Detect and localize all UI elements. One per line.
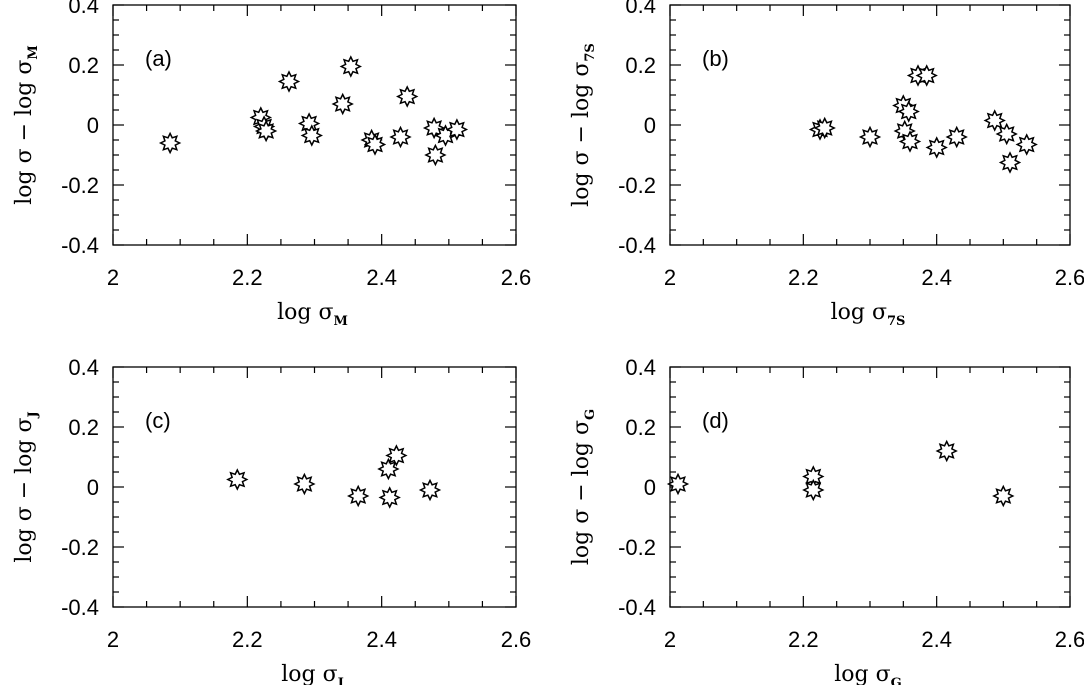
- data-point-star: [897, 100, 920, 123]
- data-point-star: [915, 64, 938, 87]
- y-tick-label: -0.4: [61, 595, 99, 620]
- data-point-star: [802, 478, 825, 502]
- data-point-star: [293, 472, 316, 496]
- panel-d: 2 2.2 2.4 2.6 -0.4 -0.2 0 0.2 0.4 (d) log σG log σ …: [569, 355, 1084, 685]
- y-axis-label: log σ − log σJ: [12, 411, 41, 562]
- y-tick-label: 0.4: [625, 0, 656, 18]
- x-tick-label: 2: [107, 627, 119, 652]
- data-point-star: [385, 444, 408, 467]
- y-tick-label: 0.2: [68, 53, 99, 78]
- data-point-star: [226, 468, 249, 491]
- x-axis-label: log σ7S: [831, 300, 906, 329]
- y-axis-label: log σ − log σ7S: [569, 43, 598, 207]
- data-point-star: [858, 125, 882, 149]
- data-point-star: [445, 118, 469, 141]
- plot-frame: [669, 4, 1071, 246]
- data-point-star: [424, 143, 447, 167]
- y-tick-label: -0.4: [61, 233, 99, 258]
- panel-label: (d): [702, 408, 729, 433]
- data-point-star: [983, 109, 1006, 132]
- x-tick-label: 2.4: [366, 627, 397, 652]
- data-point-star: [666, 472, 690, 496]
- data-point-star: [378, 486, 401, 509]
- data-point-star: [396, 85, 419, 108]
- data-point-star: [377, 457, 400, 481]
- y-tick-label: -0.2: [61, 173, 99, 198]
- data-point-star: [363, 133, 387, 156]
- y-tick-label: 0.4: [68, 355, 99, 380]
- data-point-star: [995, 122, 1018, 146]
- data-point-star: [389, 125, 412, 149]
- plot-frame: [112, 366, 517, 608]
- data-point-star: [925, 136, 948, 159]
- x-tick-label: 2: [664, 265, 676, 290]
- panel-label: (c): [145, 408, 171, 433]
- x-tick-label: 2.2: [788, 627, 819, 652]
- y-tick-label: -0.2: [618, 535, 656, 560]
- data-point-star: [331, 92, 354, 116]
- x-tick-label: 2.6: [1055, 265, 1084, 290]
- data-point-star: [339, 55, 362, 78]
- data-point-star: [158, 131, 182, 155]
- y-tick-label: 0.4: [625, 355, 656, 380]
- data-point-star: [992, 484, 1015, 508]
- data-point-star: [813, 116, 836, 140]
- y-tick-label: 0: [644, 475, 656, 500]
- data-point-star: [1015, 133, 1038, 156]
- plot-frame: [669, 366, 1071, 608]
- y-tick-label: -0.4: [618, 595, 656, 620]
- data-point-star: [254, 119, 278, 143]
- y-tick-label: 0: [87, 475, 99, 500]
- y-axis-label: log σ − log σG: [569, 409, 598, 565]
- x-tick-label: 2.2: [232, 265, 263, 290]
- panel-a: 2 2.2 2.4 2.6 -0.4 -0.2 0 0.2 0.4 (a) log σM log σ …: [12, 0, 531, 329]
- y-tick-label: -0.2: [618, 173, 656, 198]
- y-axis-label: log σ − log σM: [12, 45, 41, 205]
- x-tick-label: 2.2: [232, 627, 263, 652]
- y-tick-label: 0.2: [68, 415, 99, 440]
- y-tick-label: 0: [644, 113, 656, 138]
- panel-b: 2 2.2 2.4 2.6 -0.4 -0.2 0 0.2 0.4 (b) log σ7S log σ…: [569, 0, 1084, 329]
- data-point-star: [277, 70, 301, 93]
- y-tick-label: 0: [87, 113, 99, 138]
- data-point-star: [347, 484, 370, 508]
- panel-c: 2 2.2 2.4 2.6 -0.4 -0.2 0 0.2 0.4 (c) log σJ log σ …: [12, 355, 531, 685]
- x-axis-label: log σM: [277, 300, 348, 329]
- x-tick-label: 2.2: [788, 265, 819, 290]
- x-axis-label: log σG: [834, 662, 901, 685]
- x-axis-label: log σJ: [281, 662, 344, 685]
- data-point-star: [935, 439, 958, 463]
- y-tick-label: 0.4: [68, 0, 99, 18]
- x-tick-label: 2.4: [921, 627, 952, 652]
- data-point-star: [418, 478, 442, 502]
- y-tick-label: 0.2: [625, 415, 656, 440]
- x-tick-label: 2.4: [366, 265, 397, 290]
- data-point-star: [422, 116, 446, 140]
- data-point-star: [300, 124, 323, 147]
- data-point-star: [998, 151, 1022, 174]
- panel-label: (b): [702, 46, 729, 71]
- data-point-star: [898, 130, 922, 153]
- panel-label: (a): [145, 46, 172, 71]
- x-tick-label: 2: [664, 627, 676, 652]
- x-tick-label: 2.6: [1055, 627, 1084, 652]
- y-tick-label: -0.2: [61, 535, 99, 560]
- x-tick-label: 2.4: [921, 265, 952, 290]
- x-tick-label: 2.6: [501, 265, 532, 290]
- y-tick-label: -0.4: [618, 233, 656, 258]
- x-tick-label: 2: [107, 265, 119, 290]
- data-point-star: [945, 125, 968, 149]
- y-tick-label: 0.2: [625, 53, 656, 78]
- x-tick-label: 2.6: [501, 627, 532, 652]
